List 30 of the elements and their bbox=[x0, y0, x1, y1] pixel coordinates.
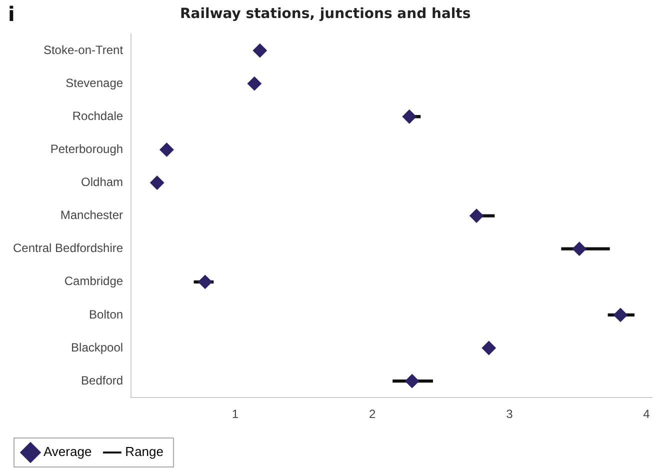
legend-label: Range bbox=[125, 444, 164, 460]
point bbox=[150, 176, 164, 190]
point bbox=[247, 76, 262, 91]
y-tick-label: Peterborough bbox=[50, 142, 124, 156]
x-tick-label: 4 bbox=[643, 407, 650, 422]
y-tick-label: Blackpool bbox=[71, 340, 124, 354]
point bbox=[572, 242, 586, 256]
point bbox=[198, 274, 212, 289]
text: i bbox=[8, 2, 15, 26]
x-tick-label: 3 bbox=[506, 407, 514, 422]
y-tick-label: Stevenage bbox=[66, 76, 124, 90]
y-tick-label: Bolton bbox=[89, 307, 124, 322]
legend-label: Average bbox=[44, 444, 92, 460]
x-tick-label: 2 bbox=[368, 407, 376, 422]
point bbox=[252, 44, 267, 58]
point bbox=[402, 110, 416, 124]
point bbox=[482, 341, 496, 356]
point bbox=[470, 208, 484, 223]
y-tick-label: Manchester bbox=[60, 208, 124, 222]
point bbox=[405, 374, 420, 388]
chart-title: Railway stations, junctions and halts bbox=[180, 6, 471, 22]
y-tick-label: Oldham bbox=[81, 175, 124, 190]
y-tick-label: Stoke-on-Trent bbox=[43, 42, 124, 57]
point bbox=[160, 142, 174, 157]
point bbox=[613, 308, 628, 322]
x-tick-label: 1 bbox=[232, 407, 239, 422]
y-tick-label: Cambridge bbox=[64, 274, 124, 288]
y-tick-label: Central Bedfordshire bbox=[12, 241, 124, 256]
y-tick-label: Rochdale bbox=[72, 108, 124, 123]
y-tick-label: Bedford bbox=[81, 373, 124, 388]
